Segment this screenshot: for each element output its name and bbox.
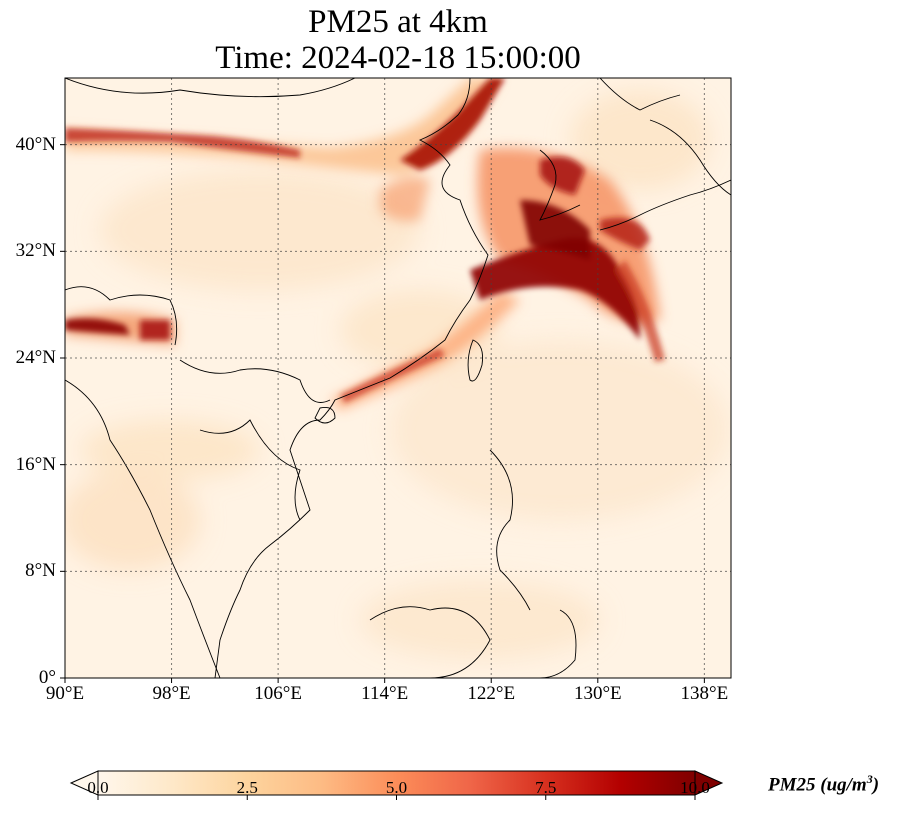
lon-tick-label: 122°E [467, 683, 516, 704]
lon-tick-label: 98°E [152, 683, 191, 704]
pm25-field-low [65, 90, 730, 660]
lat-tick-label: 8°N [25, 560, 56, 582]
lon-tick-label: 90°E [45, 683, 85, 704]
lon-tick-label: 130°E [573, 683, 622, 704]
pm25-map [60, 77, 732, 683]
map-title-line1: PM25 at 4km [308, 4, 488, 40]
colorbar-extend-high [694, 770, 724, 796]
lon-tick-label: 114°E [361, 683, 409, 704]
colorbar-tick-label: 7.5 [535, 778, 557, 797]
map-title-line2: Time: 2024-02-18 15:00:00 [215, 40, 581, 76]
lon-tick-label: 106°E [254, 683, 302, 704]
lat-tick-label: 16°N [15, 453, 56, 475]
coastlines [65, 78, 731, 678]
colorbar-tick-label: 0.0 [87, 778, 109, 797]
lat-tick-label: 32°N [15, 240, 56, 262]
lat-tick-label: 40°N [15, 133, 56, 155]
colorbar-label: PM25 (ug/m3) [768, 772, 880, 796]
map-frame [64, 77, 732, 679]
colorbar-ticks [97, 795, 696, 800]
lon-tick-label: 138°E [680, 683, 729, 704]
axis-ticks [60, 144, 705, 683]
lat-tick-label: 0° [38, 667, 56, 688]
colorbar-tick-label: 2.5 [236, 778, 258, 797]
colorbar-tick-label: 5.0 [385, 778, 408, 797]
gridlines [65, 78, 731, 678]
colorbar-tick-label: 10.0 [680, 778, 710, 797]
lat-tick-label: 24°N [15, 347, 56, 368]
colorbar-body [97, 770, 696, 796]
